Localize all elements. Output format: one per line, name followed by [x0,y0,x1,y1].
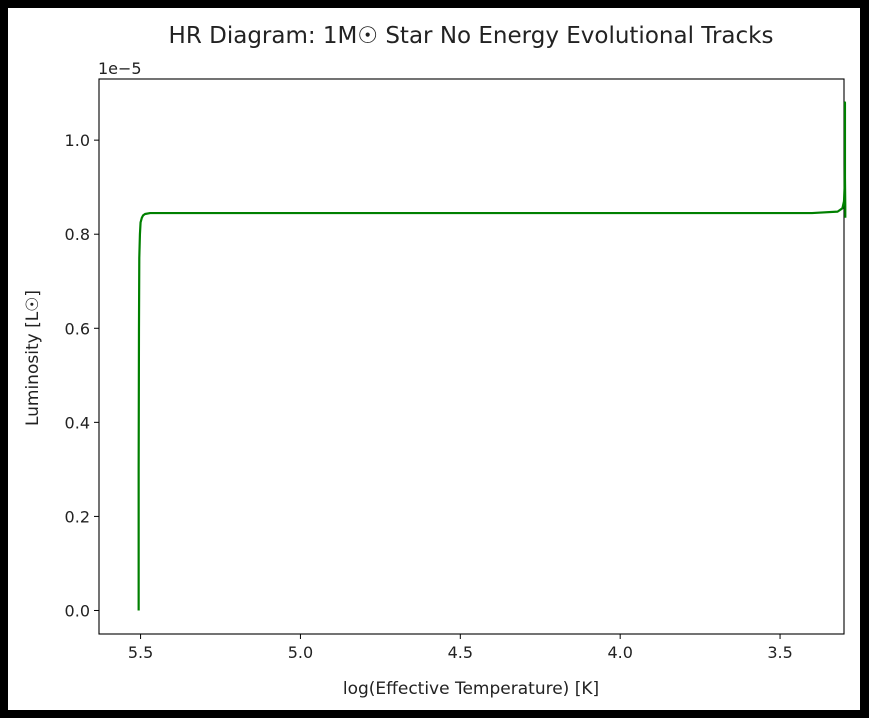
x-tick-label: 5.0 [288,643,313,662]
x-tick-label: 5.5 [128,643,153,662]
y-tick-label: 0.8 [65,225,90,244]
y-offset-label: 1e−5 [98,59,142,78]
y-tick-label: 1.0 [65,131,90,150]
y-axis: 0.0 0.2 0.4 0.6 0.8 1.0 [65,131,99,620]
y-tick-label: 0.0 [65,601,90,620]
y-tick-label: 0.6 [65,319,90,338]
hr-diagram-chart: HR Diagram: 1M☉ Star No Energy Evolution… [23,23,847,699]
plot-area-frame [98,78,845,635]
series-layer [137,101,847,611]
x-axis-label: log(Effective Temperature) [K] [343,679,599,699]
evolutionary-track-line [137,101,847,611]
x-tick-label: 4.0 [607,643,632,662]
y-tick-label: 0.2 [65,507,90,526]
y-tick-label: 0.4 [65,413,90,432]
x-axis: 5.5 5.0 4.5 4.0 3.5 [128,634,793,662]
chart-figure: HR Diagram: 1M☉ Star No Energy Evolution… [8,8,860,710]
chart-title: HR Diagram: 1M☉ Star No Energy Evolution… [169,23,774,49]
x-tick-label: 3.5 [767,643,792,662]
y-axis-label: Luminosity [L☉] [23,290,43,426]
x-tick-label: 4.5 [448,643,473,662]
